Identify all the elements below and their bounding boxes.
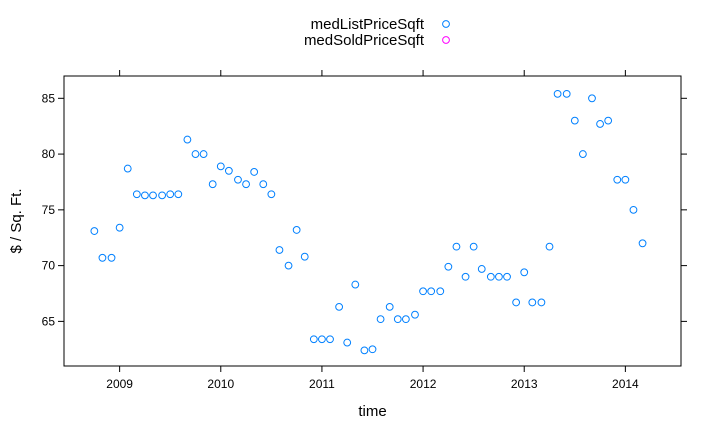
data-point	[486, 272, 495, 281]
data-point	[411, 310, 419, 319]
data-point	[216, 162, 225, 171]
data-point	[520, 268, 529, 277]
x-tick-label: 2014	[612, 377, 639, 391]
data-point	[588, 94, 596, 103]
x-tick-label: 2013	[511, 377, 538, 391]
plot-panel	[63, 75, 682, 367]
data-point	[638, 239, 647, 248]
y-tick-label: 70	[42, 259, 56, 273]
data-point	[477, 265, 486, 273]
data-point	[528, 298, 537, 307]
data-point	[351, 280, 360, 289]
x-axis: 2009 2010 2011 2012 2013 2014	[106, 70, 639, 391]
legend-marker	[442, 20, 450, 28]
data-point	[242, 180, 250, 189]
data-point	[419, 287, 427, 296]
data-point	[123, 164, 132, 173]
data-point	[335, 302, 344, 311]
data-point	[275, 246, 284, 254]
data-point	[621, 175, 630, 184]
data-point	[578, 150, 587, 158]
data-point	[90, 227, 99, 235]
data-point	[360, 346, 369, 355]
y-tick-label: 65	[42, 314, 56, 328]
data-point	[326, 335, 334, 344]
data-point	[613, 175, 622, 184]
data-point	[224, 166, 233, 175]
legend-label: medSoldPriceSqft	[304, 32, 425, 49]
data-point	[461, 272, 470, 281]
x-tick-label: 2009	[106, 377, 133, 391]
y-tick-label: 75	[42, 203, 56, 217]
x-tick-label: 2012	[410, 377, 437, 391]
data-point	[469, 242, 478, 251]
data-point	[343, 338, 352, 347]
data-point	[98, 253, 107, 262]
data-point	[562, 89, 571, 98]
data-point	[300, 252, 309, 261]
data-point	[368, 345, 377, 354]
data-point	[495, 272, 503, 281]
data-point	[199, 150, 208, 158]
data-point	[309, 335, 318, 344]
data-point	[629, 205, 638, 214]
data-point	[604, 116, 613, 125]
data-points	[90, 89, 647, 355]
data-point	[149, 191, 157, 200]
data-point	[385, 302, 394, 311]
data-point	[141, 191, 149, 200]
data-point	[259, 180, 268, 189]
data-point	[512, 298, 521, 307]
data-point	[427, 287, 436, 296]
y-tick-label: 85	[42, 91, 56, 105]
x-axis-label: time	[358, 403, 386, 420]
data-point	[191, 150, 200, 158]
data-point	[401, 315, 410, 324]
data-point	[436, 287, 445, 296]
legend-label: medListPriceSqft	[311, 16, 425, 33]
data-point	[284, 261, 293, 270]
data-point	[596, 120, 604, 128]
data-point	[166, 190, 175, 199]
data-point	[115, 223, 124, 232]
data-point	[234, 175, 242, 184]
y-axis: 65 70 75 80 85	[42, 91, 687, 328]
data-point	[393, 315, 402, 324]
y-axis-label: $ / Sq. Ft.	[8, 188, 25, 253]
data-point	[267, 190, 276, 199]
data-point	[537, 298, 546, 307]
data-point	[553, 89, 562, 98]
data-point	[376, 315, 385, 324]
legend-marker	[442, 36, 450, 44]
data-point	[452, 242, 461, 251]
data-point	[318, 335, 326, 344]
data-point	[444, 262, 453, 271]
x-tick-label: 2011	[309, 377, 335, 391]
x-tick-label: 2010	[207, 377, 234, 391]
data-point	[174, 190, 183, 199]
data-point	[250, 168, 259, 176]
data-point	[292, 226, 301, 234]
data-point	[107, 253, 116, 262]
data-point	[132, 190, 141, 199]
data-point	[208, 180, 217, 189]
data-point	[545, 242, 554, 251]
data-point	[183, 135, 192, 144]
data-point	[570, 116, 579, 125]
data-point	[158, 191, 167, 200]
data-point	[503, 272, 511, 281]
y-tick-label: 80	[42, 147, 56, 161]
